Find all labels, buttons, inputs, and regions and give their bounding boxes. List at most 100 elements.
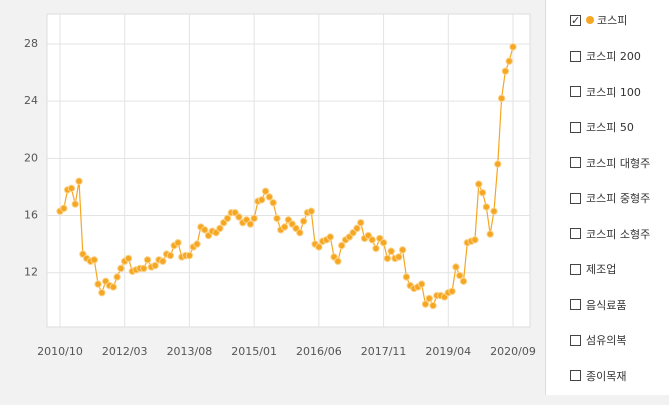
data-point — [501, 67, 510, 75]
series-option[interactable]: 제조업 — [570, 261, 616, 277]
data-point — [246, 220, 255, 228]
y-tick-label: 12 — [24, 266, 38, 279]
checkbox[interactable] — [570, 263, 581, 275]
option-label: 코스피 중형주 — [586, 192, 651, 205]
data-point — [90, 256, 98, 264]
checkbox[interactable] — [570, 121, 581, 133]
data-point — [124, 254, 133, 263]
data-point — [60, 204, 68, 213]
data-point — [98, 288, 106, 297]
option-label: 코스피 대형주 — [586, 156, 651, 170]
data-point — [200, 226, 209, 234]
data-point — [166, 251, 175, 260]
series-option[interactable]: 코스피 100 — [570, 84, 641, 100]
data-point — [398, 246, 407, 254]
plot-area — [46, 13, 531, 328]
data-point — [387, 247, 395, 255]
checkbox[interactable] — [570, 299, 581, 310]
series-option[interactable]: 코스피 200 — [570, 48, 641, 64]
data-point — [505, 57, 513, 65]
option-label: 코스피 소형주 — [586, 227, 651, 241]
data-point — [315, 243, 323, 251]
data-point — [456, 271, 464, 280]
checkbox-checked[interactable]: ✓ — [570, 13, 581, 27]
data-point — [425, 294, 433, 303]
data-point — [395, 253, 403, 261]
data-point — [402, 273, 411, 281]
data-point — [299, 217, 308, 225]
data-point — [174, 238, 182, 247]
x-tick-label: 2016/06 — [296, 345, 342, 358]
data-point — [280, 223, 289, 231]
chart: 12 16 20 24 28 2010/10 2012/03 2013/08 2015/01 20… — [24, 13, 536, 358]
series-option[interactable]: 음식료품 — [570, 297, 626, 313]
data-point — [113, 273, 121, 281]
data-point — [75, 177, 83, 185]
y-tick-label: 20 — [24, 151, 38, 164]
data-point — [273, 214, 281, 223]
data-point — [452, 263, 460, 271]
data-point — [67, 184, 76, 193]
data-point — [471, 236, 479, 244]
data-point — [296, 228, 304, 237]
y-tick-label: 16 — [24, 209, 38, 222]
option-label: 코스피 200 — [586, 50, 641, 63]
option-label: 종이목재 — [586, 369, 627, 383]
data-point — [265, 193, 274, 201]
option-label: 섬유의복 — [586, 334, 627, 347]
data-point — [459, 277, 468, 285]
data-point — [478, 188, 487, 197]
data-point — [151, 261, 159, 270]
data-point — [159, 257, 167, 265]
data-point — [372, 244, 380, 253]
checkbox[interactable] — [570, 50, 581, 62]
data-point — [261, 187, 270, 195]
data-point — [353, 224, 361, 233]
y-tick-label: 28 — [24, 37, 38, 50]
data-point — [486, 230, 494, 238]
data-point — [368, 236, 376, 244]
data-point — [334, 257, 342, 265]
data-point — [357, 218, 365, 227]
data-point — [383, 254, 392, 263]
data-point — [337, 241, 346, 250]
data-point — [475, 180, 483, 188]
x-tick-label: 2010/10 — [37, 345, 83, 358]
data-point — [448, 287, 456, 295]
x-tick-label: 2020/09 — [490, 345, 536, 358]
data-point — [223, 214, 232, 223]
checkbox[interactable] — [570, 370, 581, 381]
data-point — [490, 207, 498, 215]
series-option[interactable]: 코스피 소형주 — [570, 226, 650, 242]
data-point — [497, 94, 506, 103]
checkbox[interactable] — [570, 157, 581, 168]
data-point — [216, 224, 224, 233]
data-point — [379, 238, 388, 247]
y-tick-label: 24 — [24, 94, 38, 107]
option-label: 코스피 50 — [586, 121, 634, 134]
checkbox[interactable] — [570, 86, 581, 97]
option-label: 코스피 100 — [586, 85, 641, 99]
data-point — [117, 264, 125, 273]
checkbox[interactable] — [570, 228, 581, 239]
data-point — [235, 213, 243, 221]
checkbox[interactable] — [570, 334, 581, 346]
series-option[interactable]: 섬유의복 — [570, 332, 626, 348]
data-point — [109, 283, 117, 291]
series-option[interactable]: ✓ 코스피 — [570, 12, 627, 28]
x-tick-label: 2015/01 — [231, 345, 277, 358]
series-option[interactable]: 코스피 50 — [570, 119, 634, 135]
data-point — [94, 280, 102, 288]
data-point — [326, 233, 334, 241]
data-point — [509, 43, 517, 51]
data-point — [269, 198, 277, 207]
series-option[interactable]: 종이목재 — [570, 368, 626, 384]
series-option[interactable]: 코스피 대형주 — [570, 155, 650, 171]
legend-dot — [586, 16, 594, 24]
data-point — [143, 256, 152, 264]
checkbox[interactable] — [570, 192, 581, 204]
x-tick-label: 2017/11 — [361, 345, 407, 358]
data-point — [421, 300, 430, 308]
series-option[interactable]: 코스피 중형주 — [570, 190, 650, 206]
